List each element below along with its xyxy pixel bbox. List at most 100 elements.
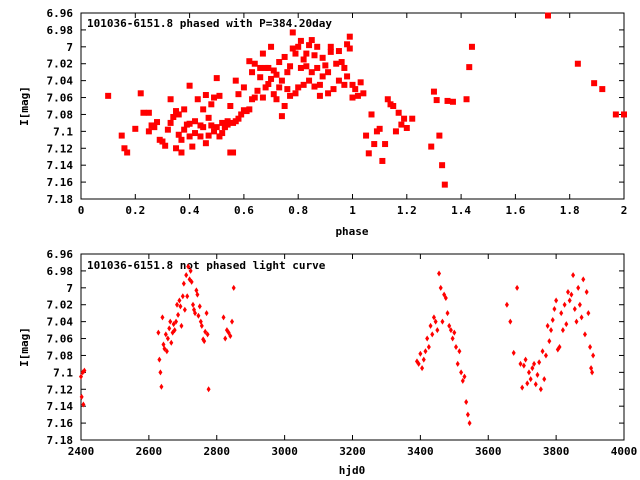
data-point	[180, 293, 185, 300]
data-point	[398, 121, 405, 128]
data-point	[254, 87, 261, 94]
data-point	[165, 335, 170, 342]
y-tick-label: 7.02	[47, 58, 74, 71]
data-point	[172, 327, 177, 334]
data-point	[178, 136, 185, 143]
data-point	[590, 369, 595, 376]
data-point	[467, 420, 472, 427]
data-point	[440, 318, 445, 325]
y-tick-label: 7.14	[47, 400, 74, 413]
phased-light-curve-panel: 101036-6151.8 phased with P=384.20day ph…	[18, 7, 627, 238]
data-point	[295, 84, 302, 91]
data-point	[192, 130, 199, 137]
data-point	[182, 306, 187, 313]
data-point	[216, 133, 223, 140]
data-point	[186, 82, 193, 89]
data-point	[265, 64, 272, 71]
data-point	[465, 411, 470, 418]
data-point	[433, 318, 438, 325]
data-point	[268, 43, 275, 50]
x-tick-label: 2400	[68, 445, 95, 458]
data-point	[219, 130, 226, 137]
x-tick-label: 0.8	[288, 204, 308, 217]
data-point	[542, 376, 547, 383]
data-point	[199, 322, 204, 329]
data-point	[251, 94, 258, 101]
data-point	[192, 118, 199, 125]
data-point	[164, 126, 171, 133]
data-point	[319, 73, 326, 80]
data-point	[292, 90, 299, 97]
data-point	[230, 318, 235, 325]
data-point	[200, 124, 207, 131]
data-point	[346, 33, 353, 40]
data-point	[295, 43, 302, 50]
data-point	[231, 284, 236, 291]
data-point	[121, 145, 128, 152]
data-point	[276, 84, 283, 91]
y-tick-label: 7.1	[53, 366, 73, 379]
data-point	[235, 115, 242, 122]
y-tick-label: 7.14	[47, 159, 74, 172]
data-point	[173, 108, 180, 115]
data-point	[444, 97, 451, 104]
data-point	[167, 96, 174, 103]
data-point	[300, 56, 307, 63]
data-point	[533, 381, 538, 388]
data-point	[185, 293, 190, 300]
y-tick-label: 7.1	[53, 125, 73, 138]
data-point	[591, 352, 596, 359]
data-point	[181, 126, 188, 133]
data-point	[176, 311, 181, 318]
data-point	[308, 37, 315, 44]
data-point	[582, 331, 587, 338]
y-axis-title: I[mag]	[18, 327, 31, 367]
data-point	[287, 92, 294, 99]
data-point	[333, 60, 340, 67]
data-point	[167, 325, 172, 332]
data-points	[105, 12, 627, 188]
data-point	[197, 303, 202, 310]
data-point	[246, 58, 253, 65]
data-point	[202, 92, 209, 99]
data-point	[223, 335, 228, 342]
data-point	[409, 115, 416, 122]
data-point	[156, 329, 161, 336]
data-point	[459, 369, 464, 376]
plot-frame	[80, 253, 625, 441]
data-point	[341, 64, 348, 71]
y-tick-label: 7.12	[47, 383, 74, 396]
data-point	[341, 81, 348, 88]
data-point	[449, 98, 456, 105]
y-tick-label: 7.12	[47, 142, 74, 155]
data-point	[382, 141, 389, 148]
data-point	[316, 81, 323, 88]
data-point	[352, 86, 359, 93]
data-point	[195, 291, 200, 298]
y-tick-label: 6.96	[47, 248, 74, 261]
data-point	[426, 344, 431, 350]
data-point	[205, 331, 210, 338]
data-point	[257, 64, 264, 71]
data-point	[240, 84, 247, 91]
data-point	[281, 103, 288, 109]
data-point	[535, 371, 540, 378]
data-point	[574, 318, 579, 325]
y-tick-label: 7.18	[47, 434, 74, 447]
data-point	[526, 369, 531, 376]
data-point	[200, 106, 207, 113]
data-point	[379, 157, 386, 164]
data-point	[79, 373, 83, 380]
data-point	[447, 322, 452, 329]
data-point	[462, 373, 467, 380]
data-point	[368, 111, 375, 118]
data-point	[158, 369, 163, 376]
data-point	[306, 42, 313, 49]
data-point	[420, 365, 425, 372]
data-point	[349, 94, 356, 101]
data-point	[392, 128, 399, 135]
data-point	[390, 103, 397, 109]
data-point	[311, 52, 318, 59]
data-point	[520, 384, 525, 391]
data-point	[132, 125, 139, 132]
